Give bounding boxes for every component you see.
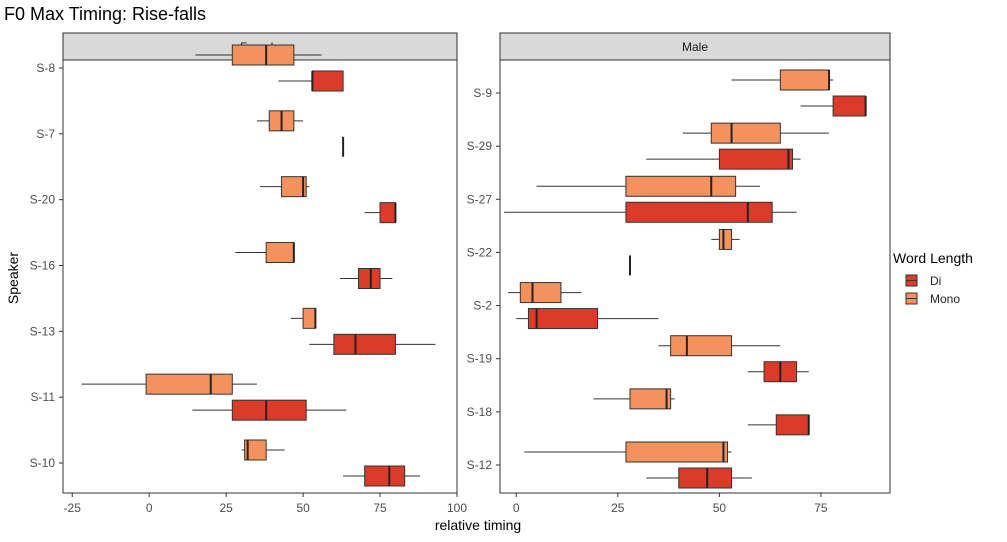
box-s-9-di [800,95,867,117]
box-body [364,465,406,487]
box-body [678,467,733,489]
y-tick-label-male: S-29 [467,139,493,153]
y-tick-label-female: S-10 [30,456,56,470]
box-s-19-mono [658,335,781,357]
box-s-20-mono [260,176,310,198]
x-tick-label-female: 100 [447,501,467,515]
box-s-7-mono [256,110,304,132]
box-s-8-mono [195,44,322,66]
box-body [311,70,344,92]
y-tick-label-female: S-11 [31,390,56,404]
x-tick-label-female: -25 [64,501,82,515]
box-s-2-mono [508,282,582,304]
chart-title: F0 Max Timing: Rise-falls [4,4,206,24]
box-s-27-di [504,201,797,223]
box-body [629,388,672,410]
panel-border-male [499,59,891,494]
panel-male: Male 0 25 50 75 S-9 S-29 S-27 S-22 S-2 S-19 S-18 S-1… [467,32,891,515]
box-body [779,69,830,91]
box-body [527,308,598,330]
legend-item-di: Di [905,274,941,288]
box-s-20-di [364,202,397,224]
box-body [358,268,381,289]
box-body [244,439,267,461]
box-s-13-mono [290,307,317,329]
box-body [302,307,316,329]
box-s-11-di [192,399,347,421]
box-s-12-di [646,467,752,489]
x-axis-label: relative timing [435,517,521,533]
box-body [265,242,295,263]
box-s-13-di [309,333,436,355]
legend-label-di: Di [930,274,941,288]
x-tick-label-female: 25 [219,501,233,515]
x-tick-label-female: 50 [296,501,310,515]
box-s-16-mono [235,242,295,263]
box-s-10-di [343,465,421,487]
y-tick-label-female: S-13 [30,324,56,338]
box-s-11-mono [81,373,257,395]
y-tick-label-female: S-8 [36,61,55,75]
box-s-27-mono [536,175,760,197]
box-s-16-di [340,268,393,289]
y-tick-label-male: S-2 [473,299,492,313]
panel-border-female [62,59,458,494]
box-body [333,333,396,355]
box-body [231,399,307,421]
box-s-2-di [516,308,659,330]
box-body [670,335,733,357]
box-body [832,95,867,117]
box-body [625,175,737,197]
panel-strip-male [499,32,891,61]
box-body [718,148,793,170]
box-body [231,44,295,66]
legend-label-mono: Mono [930,292,960,306]
panels: Female-250255075100S-8S-7S-20S-16S-13S-1… [30,32,891,515]
y-tick-label-male: S-9 [473,86,492,100]
y-tick-label-male: S-12 [467,458,493,472]
box-s-10-mono [241,439,285,461]
x-tick-label-male: 25 [611,501,625,515]
box-body [710,122,781,144]
y-tick-label-male: S-22 [467,245,493,259]
box-s-12-mono [524,441,732,463]
y-tick-label-male: S-19 [467,352,493,366]
box-s-8-di [278,70,344,92]
y-tick-label-male: S-27 [467,192,493,206]
box-body [379,202,396,224]
x-tick-label-male: 0 [513,501,520,515]
box-s-18-di [747,414,810,436]
panel-female: Female-250255075100S-8S-7S-20S-16S-13S-1… [30,32,467,515]
x-tick-label-male: 50 [713,501,727,515]
y-axis-label: Speaker [5,252,21,304]
box-body [718,228,733,250]
box-s-18-mono [593,388,675,410]
x-tick-label-female: 0 [146,501,153,515]
box-s-29-mono [682,122,830,144]
box-body [519,282,562,304]
panel-strip-label-male: Male [682,40,708,54]
box-body [625,441,728,463]
box-body [145,373,233,395]
box-body [625,201,773,223]
legend-item-mono: Mono [905,292,960,306]
box-s-29-di [646,148,801,170]
box-s-19-di [747,361,809,383]
y-tick-label-female: S-20 [30,193,56,207]
legend: Word Length Di Mono [893,250,973,306]
box-body [775,414,810,436]
x-tick-label-male: 75 [814,501,828,515]
y-tick-label-female: S-16 [30,259,56,273]
legend-title: Word Length [893,250,973,266]
x-tick-label-female: 75 [373,501,387,515]
y-tick-label-female: S-7 [36,127,55,141]
box-body [281,176,307,198]
box-s-22-mono [711,228,740,250]
box-s-9-mono [731,69,834,91]
y-tick-label-male: S-18 [467,405,493,419]
